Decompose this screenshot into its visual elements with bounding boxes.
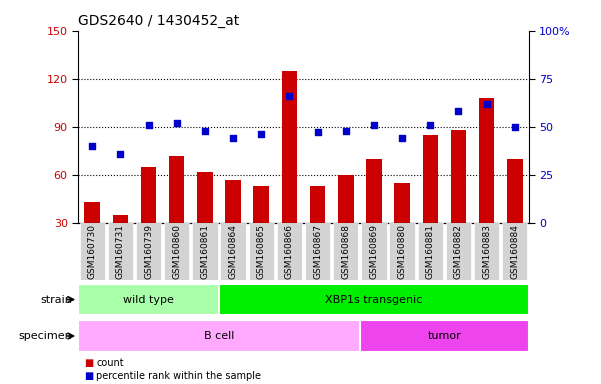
FancyBboxPatch shape (136, 223, 161, 280)
Text: GSM160739: GSM160739 (144, 224, 153, 280)
Bar (507, 159, 522, 223)
Point (200, 127, 210, 134)
FancyBboxPatch shape (79, 223, 105, 280)
Text: GSM160860: GSM160860 (172, 224, 182, 280)
Text: GSM160861: GSM160861 (200, 224, 209, 280)
FancyBboxPatch shape (502, 223, 528, 280)
Text: GSM160868: GSM160868 (341, 224, 350, 280)
Bar (366, 159, 382, 223)
Bar (282, 71, 297, 223)
Point (285, 93, 294, 99)
Point (397, 135, 407, 141)
Text: GSM160866: GSM160866 (285, 224, 294, 280)
Bar (112, 215, 128, 223)
Bar (479, 98, 495, 223)
Point (510, 124, 520, 130)
Text: GSM160731: GSM160731 (116, 224, 125, 280)
Point (313, 129, 322, 136)
Bar (141, 167, 156, 223)
Point (482, 101, 492, 107)
Bar (85, 202, 100, 223)
Text: GSM160881: GSM160881 (426, 224, 435, 280)
Text: GSM160867: GSM160867 (313, 224, 322, 280)
Point (341, 127, 350, 134)
Point (87, 143, 97, 149)
Bar (254, 186, 269, 223)
Text: GSM160730: GSM160730 (88, 224, 97, 280)
Text: ■: ■ (84, 358, 93, 368)
Text: count: count (96, 358, 124, 368)
FancyBboxPatch shape (305, 223, 331, 280)
Text: GSM160882: GSM160882 (454, 224, 463, 279)
FancyBboxPatch shape (108, 223, 133, 280)
Bar (423, 135, 438, 223)
Text: ■: ■ (84, 371, 93, 381)
Point (144, 122, 153, 128)
Text: specimen: specimen (19, 331, 72, 341)
Text: GSM160864: GSM160864 (228, 224, 237, 279)
Point (172, 120, 182, 126)
FancyBboxPatch shape (219, 284, 529, 315)
Point (115, 151, 125, 157)
Text: GSM160883: GSM160883 (482, 224, 491, 280)
FancyBboxPatch shape (276, 223, 302, 280)
Text: GDS2640 / 1430452_at: GDS2640 / 1430452_at (78, 14, 239, 28)
Text: GSM160884: GSM160884 (510, 224, 519, 279)
Point (369, 122, 379, 128)
Bar (394, 183, 410, 223)
FancyBboxPatch shape (389, 223, 415, 280)
Text: tumor: tumor (427, 331, 461, 341)
Text: B cell: B cell (204, 331, 234, 341)
Text: wild type: wild type (123, 295, 174, 305)
Bar (169, 156, 185, 223)
FancyBboxPatch shape (446, 223, 471, 280)
Text: GSM160869: GSM160869 (370, 224, 379, 280)
Point (426, 122, 435, 128)
FancyBboxPatch shape (474, 223, 499, 280)
Bar (310, 186, 325, 223)
FancyBboxPatch shape (78, 284, 219, 315)
FancyBboxPatch shape (221, 223, 246, 280)
Text: strain: strain (40, 295, 72, 305)
FancyBboxPatch shape (361, 223, 386, 280)
FancyBboxPatch shape (164, 223, 189, 280)
Point (228, 135, 238, 141)
FancyBboxPatch shape (192, 223, 218, 280)
FancyBboxPatch shape (78, 320, 360, 352)
Point (454, 108, 463, 114)
FancyBboxPatch shape (360, 320, 529, 352)
Point (257, 131, 266, 137)
Bar (338, 175, 353, 223)
Bar (197, 172, 213, 223)
Text: percentile rank within the sample: percentile rank within the sample (96, 371, 261, 381)
Bar (225, 180, 241, 223)
FancyBboxPatch shape (249, 223, 274, 280)
Bar (451, 130, 466, 223)
Text: GSM160880: GSM160880 (398, 224, 407, 280)
Text: XBP1s transgenic: XBP1s transgenic (325, 295, 423, 305)
Text: GSM160865: GSM160865 (257, 224, 266, 280)
FancyBboxPatch shape (333, 223, 358, 280)
FancyBboxPatch shape (418, 223, 443, 280)
